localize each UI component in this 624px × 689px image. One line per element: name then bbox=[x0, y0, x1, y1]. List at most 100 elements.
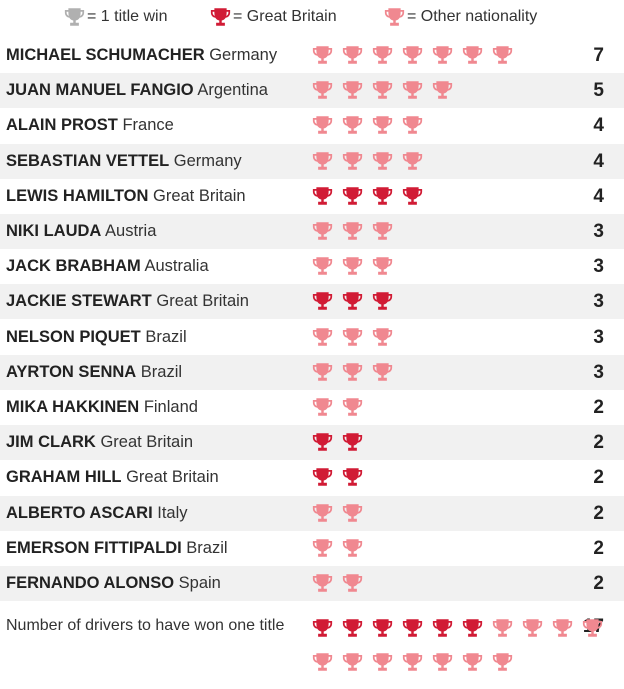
driver-name: JACK BRABHAM bbox=[6, 257, 141, 276]
trophy-icon-other bbox=[522, 619, 543, 637]
trophy-icon-other bbox=[312, 363, 333, 381]
title-count: 4 bbox=[593, 150, 604, 172]
trophy-icon-other bbox=[312, 222, 333, 240]
trophy-icon-other bbox=[342, 151, 363, 170]
trophy-icon-gb bbox=[372, 292, 393, 311]
driver-name: JUAN MANUEL FANGIO bbox=[6, 81, 194, 100]
trophy-icon-other bbox=[462, 653, 483, 671]
trophy-row bbox=[0, 425, 624, 460]
driver-nationality: Great Britain bbox=[100, 433, 194, 452]
driver-label: NELSON PIQUET Brazil bbox=[6, 320, 187, 355]
table-row: EMERSON FITTIPALDI Brazil 2 bbox=[0, 531, 624, 566]
trophy-icon-other bbox=[342, 539, 363, 557]
legend: = 1 title win = Great Britain = Other nati… bbox=[0, 0, 624, 34]
trophy-icon-other bbox=[312, 116, 333, 135]
driver-nationality: Spain bbox=[178, 574, 221, 592]
title-count: 3 bbox=[593, 256, 604, 278]
trophy-icon-gb bbox=[372, 187, 393, 205]
trophy-icon-other bbox=[312, 327, 333, 346]
trophy-icon-other bbox=[312, 653, 333, 671]
trophy-icon-other bbox=[342, 116, 363, 135]
trophy-icon-gb bbox=[312, 187, 333, 205]
title-count: 3 bbox=[593, 361, 604, 383]
trophy-icon-other bbox=[432, 653, 453, 671]
trophy-icon-other bbox=[402, 116, 423, 135]
title-count: 3 bbox=[593, 326, 604, 348]
driver-label: SEBASTIAN VETTEL Germany bbox=[6, 144, 242, 179]
table-row: MICHAEL SCHUMACHER Germany 7 bbox=[0, 38, 624, 73]
trophy-icon-grey bbox=[64, 8, 85, 26]
trophy-icon-other bbox=[312, 257, 333, 275]
table-row: ALAIN PROST France 4 bbox=[0, 108, 624, 143]
trophy-icon-other bbox=[312, 398, 333, 416]
title-count: 5 bbox=[593, 80, 604, 102]
driver-nationality: Finland bbox=[143, 398, 198, 416]
trophy-row bbox=[0, 355, 624, 390]
trophy-row bbox=[0, 531, 624, 566]
summary-label: Number of drivers to have won one title bbox=[6, 617, 285, 634]
trophy-icon-other bbox=[312, 151, 333, 170]
trophy-icon-other bbox=[372, 222, 393, 240]
trophy-icon-other bbox=[402, 81, 423, 99]
trophy-icon-gb bbox=[312, 433, 333, 451]
driver-name: NIKI LAUDA bbox=[6, 222, 102, 240]
trophy-icon-other bbox=[492, 619, 513, 637]
table-row: JIM CLARK Great Britain 2 bbox=[0, 425, 624, 461]
trophy-icon-other bbox=[342, 257, 363, 275]
trophy-row bbox=[0, 249, 624, 284]
trophy-icon-gb bbox=[342, 187, 363, 205]
driver-name: JIM CLARK bbox=[6, 433, 96, 452]
driver-name: SEBASTIAN VETTEL bbox=[6, 151, 170, 170]
trophy-icon-other bbox=[342, 327, 363, 346]
driver-label: NIKI LAUDA Austria bbox=[6, 214, 156, 249]
trophy-icon-other bbox=[312, 574, 333, 592]
trophy-icon-other bbox=[312, 46, 333, 64]
driver-nationality: Italy bbox=[157, 503, 188, 522]
driver-label: ALAIN PROST France bbox=[6, 108, 174, 143]
trophy-row bbox=[0, 390, 624, 425]
driver-name: LEWIS HAMILTON bbox=[6, 186, 149, 205]
driver-label: GRAHAM HILL Great Britain bbox=[6, 460, 219, 495]
driver-label: FERNANDO ALONSO Spain bbox=[6, 566, 221, 601]
title-count: 4 bbox=[593, 185, 604, 207]
trophy-row bbox=[0, 566, 624, 601]
trophy-row bbox=[0, 460, 624, 495]
title-count: 7 bbox=[593, 45, 604, 66]
driver-name: ALAIN PROST bbox=[6, 116, 118, 135]
trophy-icon-other bbox=[342, 653, 363, 671]
driver-label: MICHAEL SCHUMACHER Germany bbox=[6, 38, 277, 73]
driver-nationality: Brazil bbox=[145, 327, 187, 346]
trophy-icon-gb bbox=[342, 292, 363, 311]
table-row: ALBERTO ASCARI Italy 2 bbox=[0, 495, 624, 531]
trophy-icon-other bbox=[342, 222, 363, 240]
driver-nationality: Germany bbox=[173, 151, 242, 170]
driver-label: JIM CLARK Great Britain bbox=[6, 425, 193, 460]
trophy-icon-gb bbox=[312, 468, 333, 487]
driver-name: AYRTON SENNA bbox=[6, 362, 137, 381]
trophy-icon-other bbox=[372, 653, 393, 671]
title-count: 2 bbox=[593, 467, 604, 489]
trophy-icon-other bbox=[492, 653, 513, 671]
trophy-icon-gb bbox=[312, 292, 333, 311]
trophy-icon-other bbox=[462, 46, 483, 64]
table-row: LEWIS HAMILTON Great Britain 4 bbox=[0, 179, 624, 214]
trophy-icon-other bbox=[372, 46, 393, 64]
trophy-icon-gb bbox=[342, 619, 363, 637]
trophy-icon-other bbox=[492, 46, 513, 64]
driver-label: AYRTON SENNA Brazil bbox=[6, 355, 182, 390]
trophy-row bbox=[0, 179, 624, 214]
table-row: NIKI LAUDA Austria 3 bbox=[0, 214, 624, 249]
table-row: GRAHAM HILL Great Britain 2 bbox=[0, 460, 624, 495]
driver-name: FERNANDO ALONSO bbox=[6, 574, 175, 592]
trophy-icon-gb bbox=[372, 619, 393, 637]
driver-nationality: France bbox=[122, 116, 174, 135]
legend-label: = 1 title win bbox=[87, 8, 168, 25]
trophy-icon-gb bbox=[402, 187, 423, 205]
trophy-row bbox=[0, 144, 624, 179]
title-count: 2 bbox=[593, 397, 604, 418]
trophy-icon-other bbox=[342, 81, 363, 99]
table-row: JACK BRABHAM Australia 3 bbox=[0, 249, 624, 284]
table-row: AYRTON SENNA Brazil 3 bbox=[0, 354, 624, 390]
legend-item: = 1 title win bbox=[64, 6, 167, 28]
trophy-icon-other bbox=[372, 116, 393, 135]
